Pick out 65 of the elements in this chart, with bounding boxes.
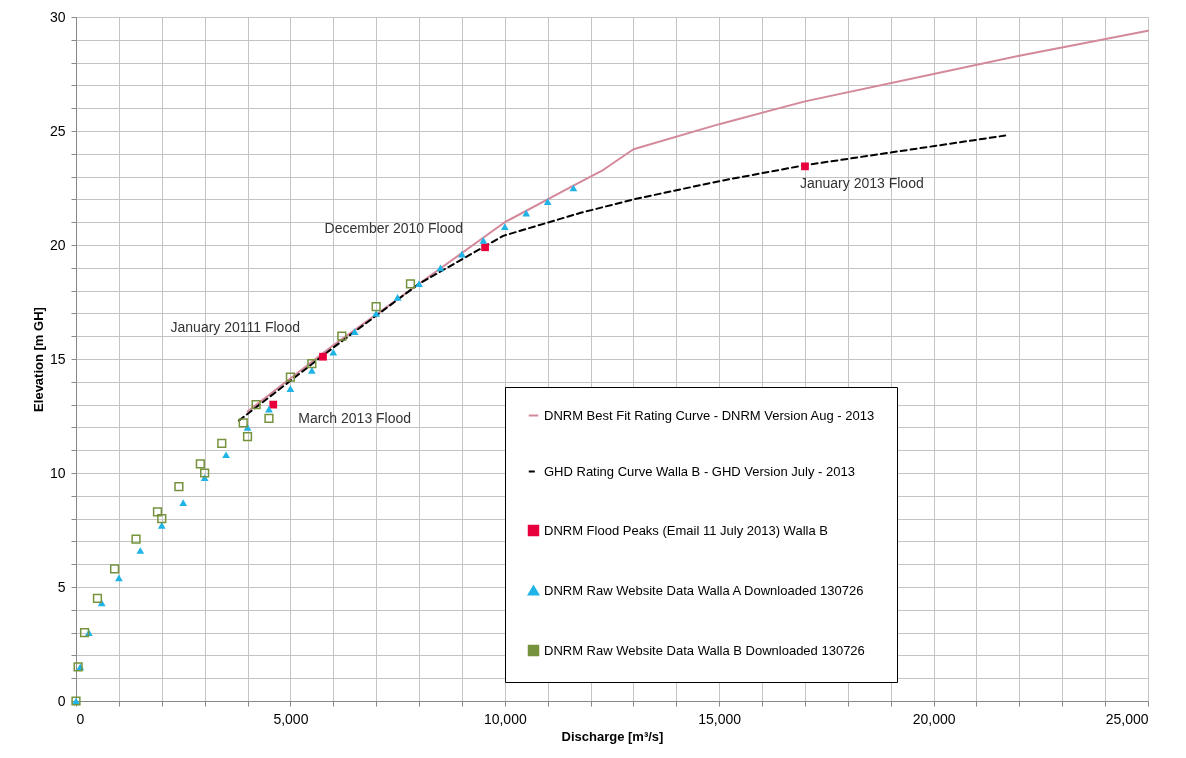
legend-label: GHD Rating Curve Walla B - GHD Version July - 2013 <box>544 463 855 479</box>
point <box>264 413 274 423</box>
x-tick-label: 20,000 <box>912 710 956 727</box>
point <box>152 507 163 517</box>
x-tick-label: 15,000 <box>698 710 742 727</box>
x-axis-title: Discharge [m³/s] <box>561 728 664 744</box>
point <box>285 372 296 382</box>
y-tick-label: 30 <box>49 8 66 25</box>
x-tick-label: 25,000 <box>1105 710 1149 727</box>
y-axis-title: Elevation [m GH] <box>30 307 46 412</box>
point <box>115 574 123 582</box>
point <box>372 310 381 317</box>
point <box>481 243 489 252</box>
point <box>393 294 402 301</box>
point <box>222 451 230 459</box>
y-tick-label: 10 <box>49 464 66 481</box>
point <box>319 352 327 361</box>
legend-label: DNRM Raw Website Data Walla B Downloaded 130726 <box>544 642 865 658</box>
point <box>371 301 381 312</box>
legend-label: DNRM Raw Website Data Walla A Downloaded 130726 <box>544 582 864 598</box>
point <box>265 405 273 413</box>
point <box>337 331 347 341</box>
point <box>801 162 809 171</box>
y-tick-label: 5 <box>57 578 66 595</box>
point <box>479 237 488 244</box>
point <box>415 280 423 288</box>
point <box>243 424 252 431</box>
legend-label: DNRM Best Fit Rating Curve - DNRM Version Aug - 2013 <box>544 407 875 423</box>
point <box>174 482 184 492</box>
point <box>195 459 205 469</box>
point <box>329 348 338 356</box>
x-tick-label: 5,000 <box>273 710 309 727</box>
point <box>286 385 295 392</box>
x-tick-label: 0 <box>76 710 85 727</box>
legend-label: DNRM Flood Peaks (Email 11 July 2013) Walla B <box>544 522 828 538</box>
point <box>238 418 248 428</box>
y-tick-label: 25 <box>49 122 66 139</box>
point <box>543 198 552 206</box>
point <box>200 468 210 478</box>
point <box>405 279 416 289</box>
point <box>269 400 278 409</box>
point <box>92 593 103 604</box>
point <box>350 328 359 335</box>
y-tick-label: 20 <box>49 236 66 253</box>
point <box>79 627 90 638</box>
point <box>131 534 141 544</box>
x-tick-label: 10,000 <box>483 710 527 727</box>
point <box>307 358 317 369</box>
point <box>109 564 120 574</box>
annotation: December 2010 Flood <box>324 220 464 237</box>
y-tick-label: 0 <box>57 692 66 709</box>
point <box>179 499 188 506</box>
point <box>157 522 166 529</box>
point <box>436 264 445 272</box>
annotation: March 2013 Flood <box>298 409 412 426</box>
point <box>500 223 509 231</box>
point <box>217 438 227 448</box>
point <box>307 367 316 374</box>
annotation: January 2013 Flood <box>799 175 924 192</box>
point <box>251 399 261 410</box>
point <box>157 513 167 524</box>
point <box>242 431 253 442</box>
y-tick-label: 15 <box>49 350 66 367</box>
annotation: January 20111 Flood <box>170 318 300 335</box>
point <box>136 547 145 554</box>
